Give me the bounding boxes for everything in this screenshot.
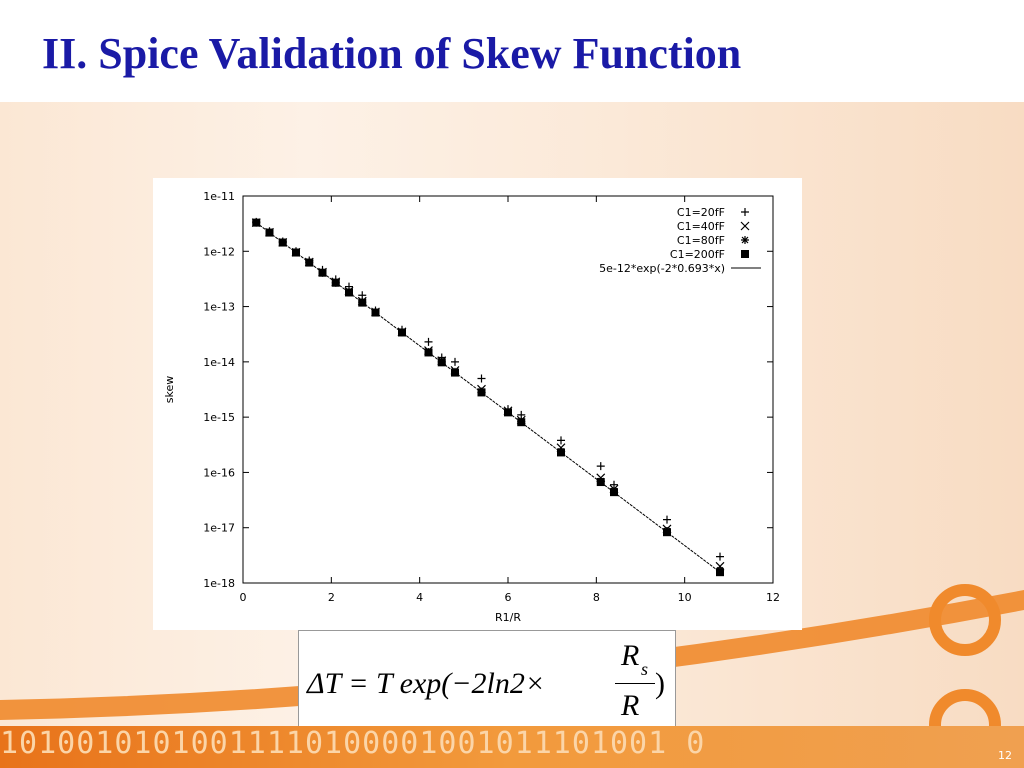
fraction-bar bbox=[615, 683, 655, 684]
y-tick-label: 1e-14 bbox=[203, 356, 235, 369]
marker bbox=[331, 278, 340, 287]
formula: ΔT = T exp(−2ln2× R s R ) bbox=[298, 630, 676, 730]
legend-marker bbox=[741, 236, 749, 244]
page-number: 12 bbox=[998, 749, 1012, 762]
marker bbox=[424, 348, 433, 357]
legend-marker bbox=[740, 221, 750, 231]
y-tick-label: 1e-11 bbox=[203, 190, 235, 203]
x-tick-label: 0 bbox=[240, 591, 247, 604]
chart-box: 0 2 4 6 8 10 12 1e-18 1e-17 1e-16 1e-15 1e-14 1e-13 1… bbox=[153, 178, 802, 630]
x-tick-label: 2 bbox=[328, 591, 335, 604]
legend-label: C1=80fF bbox=[677, 234, 725, 247]
marker bbox=[663, 515, 671, 524]
legend-marker bbox=[741, 208, 749, 216]
footer-strip bbox=[0, 726, 1024, 768]
marker bbox=[477, 374, 486, 383]
marker bbox=[596, 478, 605, 487]
formula-subscript: s bbox=[641, 659, 649, 679]
marker bbox=[424, 337, 433, 346]
marker bbox=[716, 552, 724, 561]
y-axis-label: skew bbox=[163, 376, 176, 403]
slide-title: II. Spice Validation of Skew Function bbox=[42, 29, 742, 78]
marker bbox=[557, 436, 565, 445]
marker bbox=[252, 218, 261, 227]
marker bbox=[504, 408, 512, 417]
y-tick-label: 1e-17 bbox=[203, 522, 235, 535]
legend-label: 5e-12*exp(-2*0.693*x) bbox=[599, 262, 725, 275]
footer-binary: 10100101010011110100001001011101001 0 bbox=[0, 726, 706, 761]
x-axis-label: R1/R bbox=[495, 611, 521, 624]
formula-denominator: R bbox=[621, 689, 640, 722]
legend-label: C1=20fF bbox=[677, 206, 725, 219]
marker bbox=[596, 462, 605, 471]
y-tick-label: 1e-13 bbox=[203, 301, 235, 314]
y-tick-label: 1e-15 bbox=[203, 411, 235, 424]
marker bbox=[451, 357, 459, 366]
legend-label: C1=40fF bbox=[677, 220, 725, 233]
formula-right: ) bbox=[655, 667, 665, 700]
marker bbox=[358, 291, 367, 300]
x-tick-label: 4 bbox=[416, 591, 423, 604]
y-tick-label: 1e-18 bbox=[203, 577, 235, 590]
x-tick-label: 8 bbox=[593, 591, 600, 604]
legend-marker bbox=[741, 250, 749, 258]
x-tick-label: 10 bbox=[678, 591, 692, 604]
legend-label: C1=200fF bbox=[670, 248, 725, 261]
marker bbox=[517, 410, 526, 419]
x-tick-label: 6 bbox=[505, 591, 512, 604]
formula-left: ΔT = T exp(−2ln2× bbox=[307, 667, 546, 700]
y-tick-label: 1e-16 bbox=[203, 466, 235, 479]
chart: 0 2 4 6 8 10 12 1e-18 1e-17 1e-16 1e-15 1e-14 1e-13 1… bbox=[163, 190, 780, 624]
marker bbox=[318, 268, 327, 277]
marker bbox=[610, 488, 618, 497]
formula-numerator: R bbox=[621, 639, 640, 672]
x-tick-label: 12 bbox=[766, 591, 780, 604]
y-tick-label: 1e-12 bbox=[203, 245, 235, 258]
fit-line bbox=[255, 222, 721, 573]
marker bbox=[517, 418, 526, 427]
